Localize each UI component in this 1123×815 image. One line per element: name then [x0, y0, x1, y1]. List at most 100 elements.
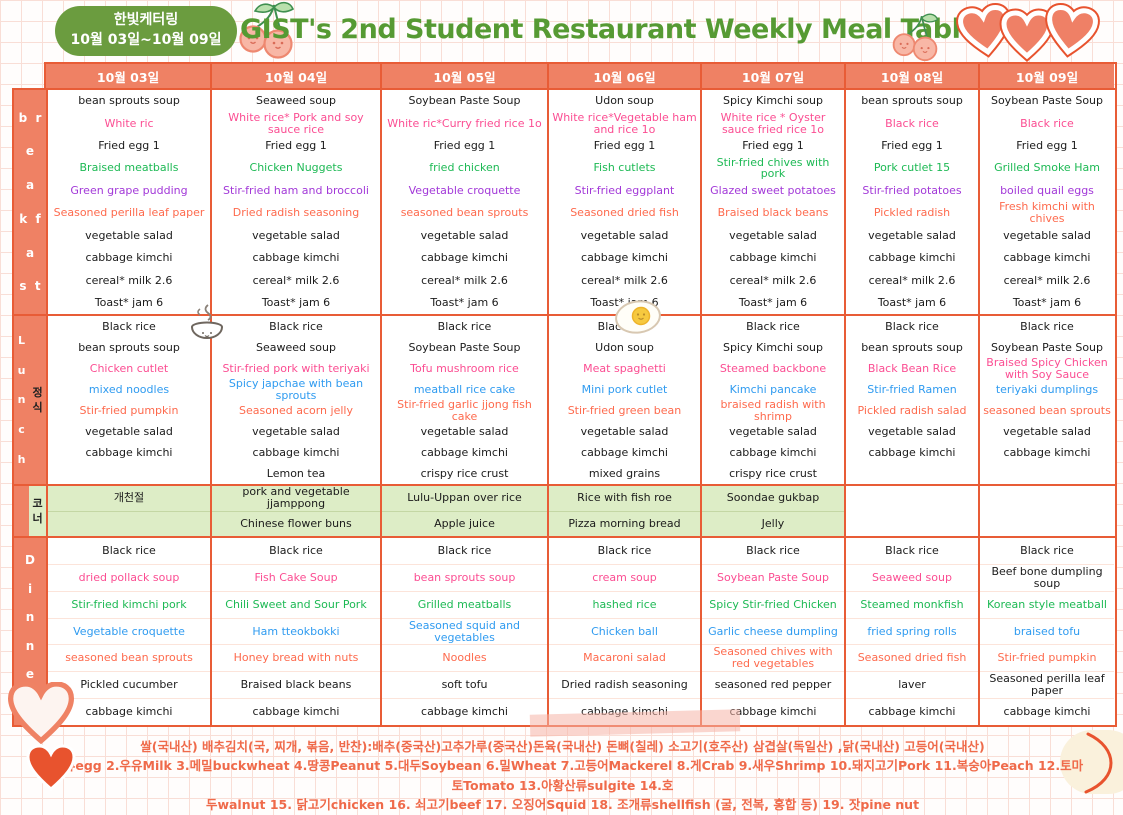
meal-item: cabbage kimchi [252, 445, 340, 459]
menu-column: Black rice cream soup hashed rice Chicken b… [547, 538, 700, 725]
meal-item: Fresh kimchi with chives [999, 200, 1095, 226]
menu-column [978, 486, 1114, 536]
meal-item: vegetable salad [420, 424, 509, 438]
menu-column: Soybean Paste Soup White ric*Curry fried … [380, 90, 547, 314]
meal-item: Black rice [885, 116, 939, 130]
meal-item: vegetable salad [868, 424, 956, 438]
meal-item: Seasoned dried fish [846, 644, 978, 671]
meal-item: Seasoned perilla leaf paper [53, 206, 205, 220]
meal-item: Fried egg 1 [1016, 139, 1078, 153]
meal-item: vegetable salad [729, 228, 817, 242]
meal-item: Toast* jam 6 [1012, 295, 1082, 309]
meal-item: White ric*Curry fried rice 1o [387, 116, 542, 130]
meal-item: fried spring rolls [846, 617, 978, 645]
meal-item: Black rice [597, 543, 652, 557]
meal-item: Black rice [102, 543, 156, 557]
meal-item: Toast* jam 6 [738, 295, 808, 309]
meal-item: Stir-fried pumpkin [79, 403, 179, 417]
meal-item [48, 510, 210, 537]
meal-item: Seasoned squid and vegetables [382, 617, 547, 645]
meal-item: Stir-fried Ramen [867, 382, 957, 396]
menu-column: pork and vegetable jjamppong Chinese flow… [210, 486, 380, 536]
meal-item: cabbage kimchi [85, 445, 173, 459]
meal-item: Glazed sweet potatoes [710, 183, 836, 197]
meal-item: Toast* jam 6 [877, 295, 947, 309]
meal-item: vegetable salad [580, 424, 669, 438]
meal-item: Braised Spicy Chicken with Soy Sauce [986, 355, 1108, 381]
meal-item: Seaweed soup [846, 563, 978, 591]
meal-item: Soybean Paste Soup [990, 340, 1104, 354]
meal-item: cereal* milk 2.6 [868, 273, 956, 287]
meal-table: 10월 03일 10월 04일 10월 05일 10월 06일 10월 07일 10월 0… [12, 62, 1117, 727]
meal-item: cabbage kimchi [421, 251, 508, 265]
menu-column [844, 486, 978, 536]
caterer-name: 한빛케터링 [113, 12, 179, 29]
date-header-5: 10월 07일 [700, 64, 844, 88]
meal-item: meatball rice cake [413, 382, 516, 396]
date-header-3: 10월 05일 [380, 64, 547, 88]
meal-item: laver [846, 671, 978, 698]
meal-item: bean sprouts soup [861, 94, 963, 108]
menu-column: Seaweed soup White rice* Pork and soy sau… [210, 90, 380, 314]
meal-item: Fish cutlets [593, 161, 656, 175]
meal-item: cabbage kimchi [1003, 445, 1091, 459]
meal-item: cereal* milk 2.6 [85, 273, 173, 287]
meal-item: boiled quail eggs [1000, 183, 1094, 197]
meal-item: Dried radish seasoning [549, 671, 700, 698]
meal-item: Steamed backbone [719, 361, 827, 375]
meal-item: bean sprouts soup [78, 94, 180, 108]
meal-item: Stir-fried ham and broccoli [223, 183, 369, 197]
meal-item: Pork cutlet 15 [873, 161, 951, 175]
meal-item: Braised black beans [212, 671, 380, 698]
meal-item: vegetable salad [85, 228, 173, 242]
menu-column: bean sprouts soup White ric Fried egg 1 Bra… [46, 90, 210, 314]
meal-item: Ham tteokbokki [212, 617, 380, 645]
meal-item: Steamed monkfish [846, 590, 978, 618]
meal-item: Black rice [1020, 543, 1074, 557]
meal-item: Black rice [746, 319, 800, 333]
meal-item: Spicy Kimchi soup [722, 340, 824, 354]
meal-item: Black Bean Rice [867, 361, 957, 375]
meal-item: Black rice [437, 319, 492, 333]
allergen-line-2: 두walnut 15. 닭고기chicken 16. 쇠고기beef 17. 오… [205, 797, 920, 813]
menu-column: Lulu-Uppan over rice Apple juice [380, 486, 547, 536]
meal-item: vegetable salad [85, 424, 173, 438]
meal-item: cabbage kimchi [382, 698, 547, 725]
meal-item: seasoned bean sprouts [48, 644, 210, 671]
meal-item: Black rice [746, 543, 800, 557]
meal-item: Seaweed soup [256, 94, 336, 108]
badge-date-range: 10월 03일~10월 09일 [70, 32, 222, 48]
meal-item: Fried egg 1 [742, 139, 804, 153]
meal-item: Pickled cucumber [48, 671, 210, 698]
meal-item: cabbage kimchi [868, 445, 956, 459]
meal-item: Tofu mushroom rice [410, 361, 519, 375]
meal-item [846, 486, 978, 511]
menu-column: Black rice Soybean Paste Soup Spicy Stir-f… [700, 538, 844, 725]
meal-item: Stir-fried pumpkin [980, 644, 1114, 671]
meal-item: Spicy Kimchi soup [722, 94, 824, 108]
meal-item: Black rice [597, 319, 652, 333]
meal-item: Noodles [382, 644, 547, 671]
meal-item: cabbage kimchi [85, 251, 173, 265]
meal-item: Mini pork cutlet [581, 382, 668, 396]
meal-item: Apple juice [382, 510, 547, 537]
meal-item: Udon soup [595, 94, 654, 108]
meal-item: Toast* jam 6 [94, 295, 164, 309]
meal-item [846, 463, 978, 484]
meal-item: braised tofu [980, 617, 1114, 645]
meal-item: Black rice [437, 543, 492, 557]
meal-item: cereal* milk 2.6 [252, 273, 340, 287]
meal-item: Rice with fish roe [577, 491, 672, 505]
menu-column: Black rice Soybean Paste Soup Tofu mushroo… [380, 316, 547, 484]
meal-item: Black rice [269, 543, 323, 557]
meal-item: cabbage kimchi [980, 698, 1114, 725]
meal-item: cabbage kimchi [702, 698, 844, 725]
meal-item: White rice * Oyster sauce fried rice 1o [720, 110, 826, 136]
